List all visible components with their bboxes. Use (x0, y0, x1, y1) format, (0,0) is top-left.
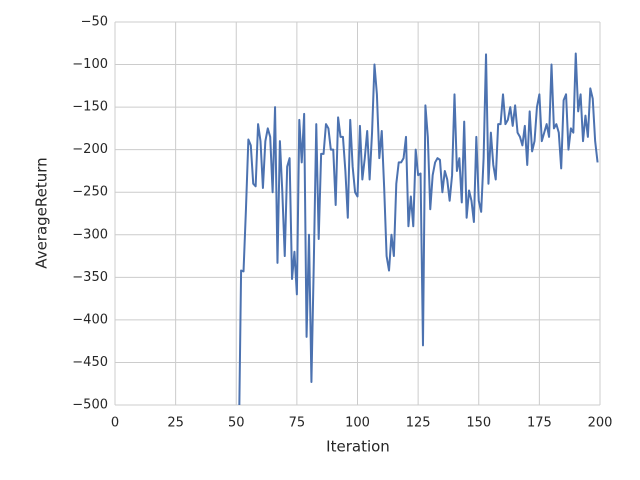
x-tick-label: 175 (527, 416, 552, 431)
y-tick-label: −100 (72, 57, 108, 72)
y-tick-label: −450 (72, 355, 108, 370)
y-tick-label: −400 (72, 312, 108, 327)
y-tick-label: −300 (72, 227, 108, 242)
y-tick-label: −500 (72, 398, 108, 413)
x-tick-label: 125 (406, 416, 431, 431)
data-line (238, 52, 599, 405)
x-tick-label: 25 (167, 416, 184, 431)
x-tick-label: 0 (111, 416, 119, 431)
x-tick-label: 75 (289, 416, 306, 431)
y-tick-label: −200 (72, 142, 108, 157)
x-tick-label: 50 (228, 416, 245, 431)
y-tick-label: −250 (72, 185, 108, 200)
x-tick-label: 200 (588, 416, 613, 431)
x-tick-label: 100 (345, 416, 370, 431)
y-tick-label: −50 (81, 15, 108, 30)
x-axis-label: Iteration (326, 438, 390, 456)
y-tick-label: −350 (72, 270, 108, 285)
x-tick-label: 150 (466, 416, 491, 431)
y-axis-label: AverageReturn (33, 157, 51, 268)
y-tick-label: −150 (72, 100, 108, 115)
